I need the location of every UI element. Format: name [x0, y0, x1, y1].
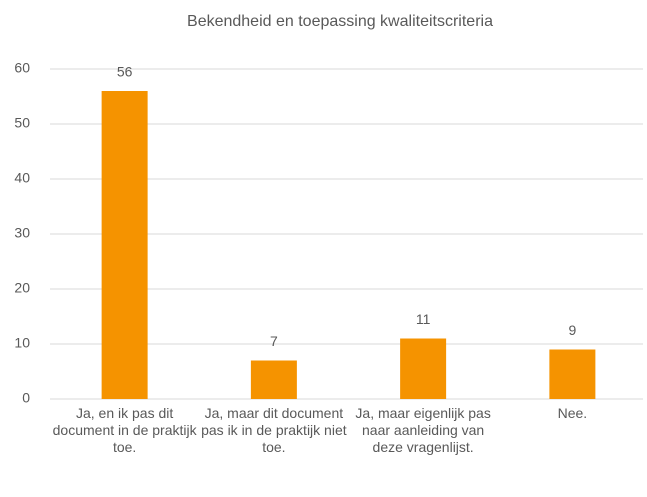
bar [101, 91, 148, 399]
x-tick-label: Nee. [557, 405, 588, 421]
y-tick-label: 40 [14, 170, 30, 186]
data-label: 56 [117, 64, 133, 80]
x-tick-label: Ja, maar dit document pas ik in de prakt… [201, 405, 347, 455]
data-label: 9 [568, 322, 576, 338]
x-tick-label: Ja, maar eigenlijk pas naar aanleiding v… [355, 405, 491, 455]
y-tick-label: 60 [14, 60, 30, 76]
y-tick-label: 20 [14, 280, 30, 296]
bar [549, 349, 596, 399]
y-tick-label: 30 [14, 225, 30, 241]
y-tick-label: 50 [14, 115, 30, 131]
bar [400, 338, 447, 399]
x-tick-label: Ja, en ik pas dit document in de praktij… [52, 405, 197, 455]
y-tick-label: 0 [22, 390, 30, 406]
chart-title: Bekendheid en toepassing kwaliteitscrite… [187, 13, 493, 30]
data-label: 7 [270, 333, 278, 349]
bar [250, 360, 297, 399]
y-tick-label: 10 [14, 335, 30, 351]
data-label: 11 [416, 311, 431, 327]
